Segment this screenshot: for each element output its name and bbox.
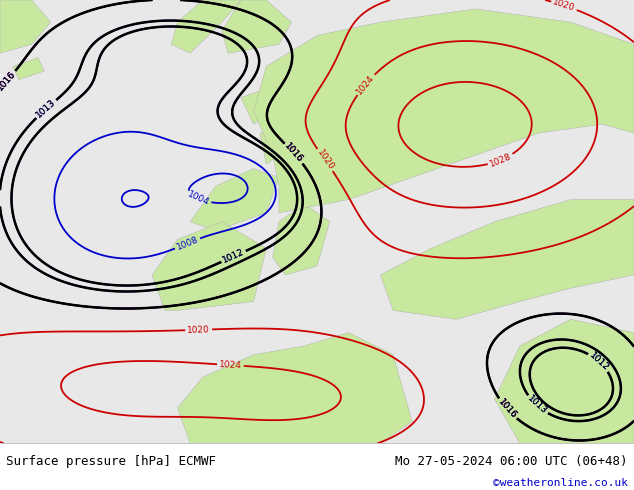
Text: 1016: 1016: [0, 70, 18, 93]
Text: 1024: 1024: [219, 360, 242, 370]
Polygon shape: [190, 169, 279, 231]
Text: 1013: 1013: [34, 98, 58, 120]
Text: 1012: 1012: [588, 351, 611, 373]
Text: Mo 27-05-2024 06:00 UTC (06+48): Mo 27-05-2024 06:00 UTC (06+48): [395, 455, 628, 467]
Text: 1016: 1016: [283, 142, 305, 165]
Text: 1024: 1024: [355, 73, 377, 96]
Polygon shape: [152, 221, 266, 311]
Text: 1004: 1004: [186, 190, 211, 208]
Text: 1020: 1020: [315, 148, 335, 172]
Text: 1016: 1016: [283, 142, 305, 165]
Text: 1012: 1012: [221, 247, 246, 265]
Text: 1012: 1012: [588, 351, 611, 373]
Polygon shape: [254, 9, 634, 213]
Text: 1016: 1016: [283, 142, 305, 165]
Text: 1013: 1013: [526, 394, 548, 416]
Text: 1028: 1028: [488, 151, 513, 169]
Text: 1020: 1020: [187, 325, 210, 335]
Polygon shape: [380, 199, 634, 319]
Text: 1016: 1016: [0, 70, 18, 93]
Text: 1012: 1012: [221, 247, 246, 265]
Polygon shape: [241, 89, 279, 124]
Polygon shape: [13, 58, 44, 80]
Polygon shape: [178, 333, 412, 443]
Text: 1016: 1016: [496, 397, 518, 420]
Text: 1016: 1016: [496, 397, 518, 420]
Polygon shape: [260, 124, 298, 164]
Text: 1016: 1016: [496, 397, 518, 420]
Polygon shape: [0, 0, 51, 53]
Polygon shape: [273, 204, 330, 275]
Text: 1020: 1020: [552, 0, 576, 13]
Polygon shape: [495, 319, 634, 443]
Polygon shape: [171, 0, 241, 53]
Text: 1013: 1013: [34, 98, 58, 120]
Polygon shape: [222, 0, 292, 53]
Text: Surface pressure [hPa] ECMWF: Surface pressure [hPa] ECMWF: [6, 455, 216, 467]
Text: 1013: 1013: [526, 394, 548, 416]
Text: ©weatheronline.co.uk: ©weatheronline.co.uk: [493, 478, 628, 488]
Text: 1016: 1016: [0, 70, 18, 93]
Text: 1008: 1008: [175, 235, 200, 252]
